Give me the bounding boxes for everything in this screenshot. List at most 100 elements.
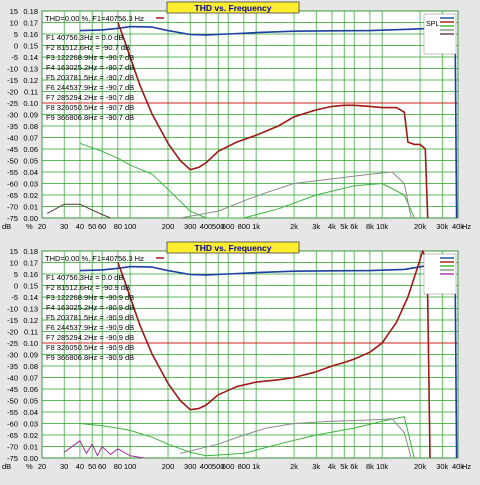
y-right-tick-label: 0.16 (23, 30, 38, 39)
y-left-tick-label: -45 (7, 385, 18, 394)
harmonic-readout-5: F5 203781.5Hz = -90.7 dB (46, 73, 134, 82)
harmonic-readout-9: F9 366806.8Hz = -90.9 dB (46, 353, 134, 362)
thd-chart-panel-1: 15 0.18 10 0.17 5 0.16 0 0.15 -5 0.14 -10 0.13 -15 0.… (0, 0, 480, 240)
y-left-tick-label: -70 (7, 203, 18, 212)
y-right-tick-label: 0.14 (23, 53, 38, 62)
series-h4-line (46, 203, 111, 219)
x-unit-label: Hz (462, 222, 471, 231)
x-tick-label: 100 (124, 222, 137, 231)
x-tick-label: 500 (212, 222, 225, 231)
y-right-tick-label: 0.16 (23, 270, 38, 279)
harmonic-readout-3: F3 122268.9Hz = -90.7 dB (46, 53, 134, 62)
x-tick-label: 600 (222, 462, 235, 471)
title-box (166, 1, 300, 14)
thd-chart-panel-2: 15 0.18 10 0.17 5 0.16 0 0.15 -5 0.14 -10 0.13 -15 0.… (0, 240, 480, 480)
y-left-tick-label: -30 (7, 111, 18, 120)
x-tick-label: 8k (366, 222, 374, 231)
thd-chart-2: 15 0.18 10 0.17 5 0.16 0 0.15 -5 0.14 -10 0.13 -15 0.… (2, 241, 471, 471)
harmonic-readout-7: F7 285294.2Hz = -90.9 dB (46, 333, 134, 342)
y-right-tick-label: 0.09 (23, 351, 38, 360)
y-left-tick-label: -25 (7, 99, 18, 108)
x-tick-label: 500 (212, 462, 225, 471)
y-left-tick-label: -35 (7, 122, 18, 131)
y-left-tick-label: -10 (7, 305, 18, 314)
x-tick-label: 50 (88, 222, 96, 231)
series-h3-line (180, 418, 412, 459)
thd-readout: THD=0.00 %, F1=40756.3 Hz (45, 254, 144, 263)
y-left-tick-label: -45 (7, 145, 18, 154)
y-left-tick-label: 0 (14, 42, 18, 51)
x-tick-label: 1k (252, 222, 260, 231)
y-left-tick-label: -5 (11, 293, 18, 302)
harmonic-readout-5: F5 203781.5Hz = -90.9 dB (46, 313, 134, 322)
y-right-tick-label: 0.01 (23, 203, 38, 212)
y-left-tick-label: -50 (7, 397, 18, 406)
legend-label-spl: SPL (426, 21, 439, 28)
y-left-tick-label: 10 (10, 19, 18, 28)
y-left-tick-label: -15 (7, 316, 18, 325)
y-right-tick-label: 0.10 (23, 339, 38, 348)
x-tick-label: 20 (38, 222, 46, 231)
x-tick-label: 50 (88, 462, 96, 471)
x-tick-label: 10k (376, 222, 388, 231)
x-tick-label: 400 (200, 462, 213, 471)
harmonic-readout-3: F3 122268.9Hz = -90.9 dB (46, 293, 134, 302)
y-right-tick-label: 0.13 (23, 65, 38, 74)
y-left-tick-label: -75 (7, 214, 18, 223)
y-left-tick-label: -20 (7, 88, 18, 97)
x-tick-label: 2k (290, 222, 298, 231)
series-h4-line (63, 440, 145, 459)
harmonic-readout-8: F8 326050.5Hz = -90.7 dB (46, 103, 134, 112)
x-tick-label: 800 (238, 222, 251, 231)
harmonic-readout-7: F7 285294.2Hz = -90.7 dB (46, 93, 134, 102)
x-tick-label: 40 (76, 462, 84, 471)
y-left-tick-label: -25 (7, 339, 18, 348)
y-left-tick-label: -40 (7, 374, 18, 383)
legend: SPL (423, 13, 457, 55)
x-tick-label: 60 (98, 462, 106, 471)
y-right-tick-label: 0.11 (24, 88, 38, 97)
series-h3-line (180, 171, 412, 219)
y-right-tick-label: 0.05 (23, 397, 38, 406)
harmonic-readout-2: F2 81512.6Hz = -90.7 dB (46, 43, 130, 52)
x-tick-label: 80 (114, 222, 122, 231)
legend (423, 253, 457, 295)
x-tick-label: 60 (98, 222, 106, 231)
y-right-tick-label: 0.10 (23, 99, 38, 108)
x-tick-label: 5k (340, 222, 348, 231)
y-right-tick-label: 0.08 (23, 362, 38, 371)
x-tick-label: 20 (38, 462, 46, 471)
series-h2-line (79, 416, 415, 459)
y-right-tick-label: 0.12 (23, 316, 38, 325)
x-tick-label: 600 (222, 222, 235, 231)
y-left-tick-label: -55 (7, 168, 18, 177)
y-right-tick-label: 0.18 (23, 7, 38, 16)
y-left-tick-label: -70 (7, 443, 18, 452)
y-right-tick-label: 0.14 (23, 293, 38, 302)
harmonic-readout-6: F6 244537.9Hz = -90.9 dB (46, 323, 134, 332)
x-tick-label: 300 (184, 462, 197, 471)
x-tick-label: 20k (414, 462, 426, 471)
harmonic-readout-2: F2 81512.6Hz = -90.9 dB (46, 283, 130, 292)
y-right-tick-label: 0.00 (23, 214, 38, 223)
x-tick-label: 40k (452, 462, 464, 471)
y-left-tick-label: 5 (14, 270, 18, 279)
y-left-tick-label: 0 (14, 282, 18, 291)
y-left-tick-label: -35 (7, 362, 18, 371)
x-tick-label: 400 (200, 222, 213, 231)
harmonic-readout-1: F1 40756.3Hz = 0.0 dB (46, 273, 123, 282)
x-tick-label: 40k (452, 222, 464, 231)
x-tick-label: 30 (60, 222, 68, 231)
x-tick-label: 300 (184, 222, 197, 231)
x-tick-label: 4k (328, 222, 336, 231)
x-tick-label: 20k (414, 222, 426, 231)
y-right-tick-label: 0.07 (23, 134, 38, 143)
chart-title: THD vs. Frequency (195, 3, 272, 13)
y-left-tick-label: -30 (7, 351, 18, 360)
series-thd-line (117, 250, 431, 459)
y-left-tick-label: -60 (7, 420, 18, 429)
x-tick-label: 40 (76, 222, 84, 231)
x-tick-label: 3k (312, 222, 320, 231)
y-left-tick-label: -20 (7, 328, 18, 337)
x-tick-label: 5k (340, 462, 348, 471)
